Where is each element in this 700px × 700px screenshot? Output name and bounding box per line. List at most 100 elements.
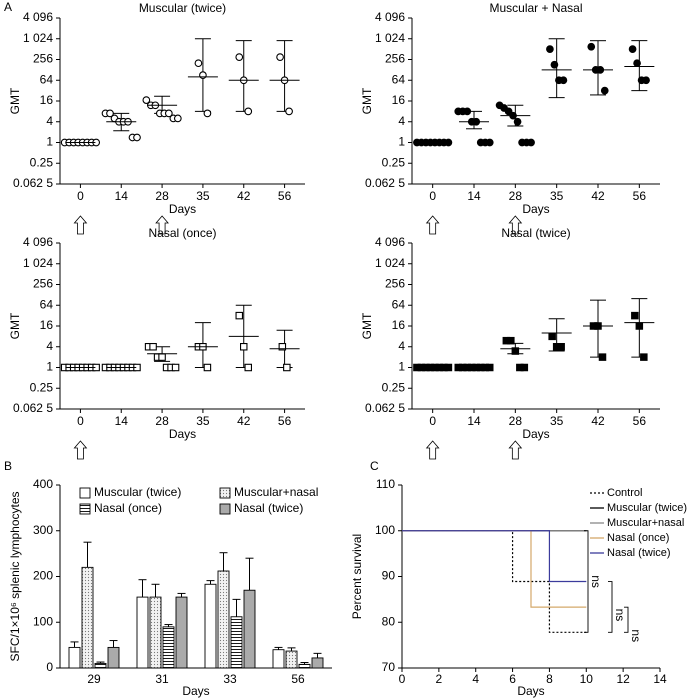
data-point — [557, 342, 565, 351]
data-point — [203, 363, 212, 372]
data-point — [278, 342, 287, 351]
x-tick-label: 28 — [155, 414, 169, 428]
data-point — [633, 59, 641, 68]
bar — [230, 616, 243, 669]
bar — [81, 566, 94, 669]
immunization-arrow — [155, 215, 169, 235]
data-point — [598, 353, 607, 361]
y-tick-label: 64 — [40, 297, 54, 311]
x-axis-label: Days — [182, 684, 209, 698]
y-tick-label: 0 — [46, 660, 53, 674]
y-tick-label: 16 — [392, 318, 406, 332]
x-axis-label: Days — [169, 202, 196, 216]
x-tick-label: 56 — [633, 414, 647, 428]
y-tick-label: 90 — [382, 569, 396, 583]
data-point — [240, 342, 248, 351]
y-tick-label: 4 — [398, 339, 405, 353]
x-axis-label: Days — [522, 202, 549, 216]
x-tick-label: 31 — [155, 672, 169, 686]
x-tick-label: 8 — [546, 672, 553, 686]
y-tick-label: 16 — [40, 318, 54, 332]
y-tick-label: 4 — [46, 339, 53, 353]
y-axis-label: GMT — [8, 312, 22, 339]
x-tick-label: 0 — [77, 189, 84, 203]
data-point — [504, 107, 513, 116]
x-tick-label: 28 — [509, 414, 523, 428]
data-point — [235, 53, 244, 61]
y-axis-label: Percent survival — [350, 534, 364, 619]
data-point — [631, 311, 639, 320]
bar — [149, 596, 162, 669]
immunization-arrow — [73, 440, 88, 460]
bar — [285, 650, 298, 669]
y-tick-label: 1 024 — [23, 31, 53, 45]
bar — [175, 596, 188, 669]
data-point — [285, 107, 293, 116]
y-tick-label: 0.25 — [30, 380, 54, 394]
legend-label: Muscular+nasal — [234, 485, 318, 499]
x-tick-label: 56 — [291, 672, 305, 686]
x-tick-label: 42 — [591, 414, 605, 428]
survival-line — [402, 530, 587, 608]
data-point — [244, 107, 253, 116]
x-tick-label: 42 — [237, 414, 251, 428]
y-tick-label: 1 — [46, 135, 53, 149]
chart-title: Muscular (twice) — [139, 1, 226, 15]
data-point — [635, 322, 644, 330]
x-tick-label: 35 — [550, 189, 564, 203]
y-tick-label: 200 — [33, 569, 53, 583]
x-tick-label: 42 — [237, 189, 251, 203]
bar — [204, 583, 217, 669]
chart-title: Muscular + Nasal — [489, 1, 582, 15]
data-point — [548, 332, 556, 341]
data-point — [511, 347, 520, 355]
y-tick-label: 4 096 — [375, 10, 405, 24]
bar — [162, 626, 175, 669]
bar — [68, 646, 81, 669]
data-point — [600, 86, 609, 95]
y-tick-label: 0.062 5 — [13, 401, 53, 415]
y-tick-label: 256 — [33, 52, 53, 66]
y-tick-label: 256 — [385, 52, 405, 66]
y-tick-label: 4 096 — [375, 235, 405, 249]
x-axis-label: Days — [517, 684, 544, 698]
data-point — [194, 59, 203, 68]
data-point — [485, 138, 494, 147]
data-point — [199, 71, 207, 79]
x-tick-label: 42 — [591, 189, 605, 203]
significance-bracket — [584, 530, 589, 633]
x-tick-label: 12 — [616, 672, 630, 686]
bar — [272, 649, 285, 669]
x-tick-label: 56 — [278, 189, 292, 203]
data-point — [587, 42, 596, 51]
legend-label: Muscular (twice) — [94, 485, 181, 499]
legend-label: Nasal (twice) — [234, 501, 303, 515]
y-tick-label: 16 — [392, 93, 406, 107]
x-tick-label: 0 — [77, 414, 84, 428]
data-point — [463, 107, 472, 116]
y-tick-label: 64 — [40, 72, 54, 86]
x-tick-label: 33 — [223, 672, 237, 686]
y-tick-label: 1 024 — [375, 256, 405, 270]
data-point — [640, 353, 648, 361]
legend-swatch — [219, 487, 231, 499]
x-tick-label: 14 — [115, 189, 129, 203]
survival-line — [402, 530, 587, 583]
y-tick-label: 4 096 — [23, 235, 53, 249]
chart-title: Nasal (twice) — [501, 226, 570, 240]
x-tick-label: 2 — [436, 672, 443, 686]
data-point — [520, 363, 529, 372]
immunization-arrow — [508, 215, 523, 235]
y-tick-label: 4 — [46, 114, 53, 128]
data-point — [507, 336, 515, 345]
y-axis-label: GMT — [8, 87, 22, 114]
legend-label: Nasal (once) — [94, 501, 162, 515]
y-tick-label: 300 — [33, 523, 53, 537]
data-point — [173, 114, 182, 123]
y-tick-label: 100 — [375, 523, 395, 537]
legend-swatch — [79, 487, 91, 499]
legend-label: Muscular+nasal — [607, 517, 684, 529]
x-tick-label: 14 — [467, 414, 481, 428]
y-axis-label: SFC/1×10⁶ splenic lymphocytes — [8, 491, 22, 661]
x-tick-label: 14 — [115, 414, 129, 428]
